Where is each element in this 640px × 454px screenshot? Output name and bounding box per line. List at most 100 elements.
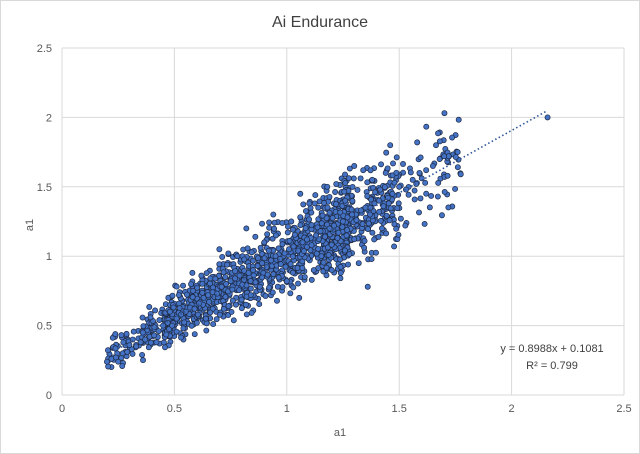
data-point [203,270,210,277]
data-point [247,278,254,284]
data-point [300,248,307,254]
data-point [395,231,402,238]
data-point [313,232,319,239]
data-point [315,204,322,211]
data-point [393,169,400,176]
data-point [270,271,277,278]
data-point [371,200,378,207]
data-point [191,331,198,338]
data-point [306,200,313,207]
data-point [320,259,327,266]
data-point [457,171,464,178]
data-point [322,233,328,240]
data-point [395,200,402,207]
y-axis-ticks: 0 0.5 1 1.5 2 2.5 [37,43,52,402]
data-point [441,153,448,160]
data-point [302,225,309,232]
data-point [299,265,306,271]
data-point [306,216,313,223]
data-point [308,242,315,249]
data-point [151,332,158,339]
data-point [206,299,213,305]
data-point [323,215,330,222]
data-point [286,237,293,244]
data-point [376,197,382,204]
data-point [436,138,443,145]
data-point [270,211,277,218]
data-point [232,275,239,282]
data-point [337,275,344,282]
data-point [272,232,279,239]
data-point [217,311,223,318]
data-point [281,250,288,257]
data-point [544,114,551,121]
data-point [334,235,341,241]
data-point [310,267,317,274]
data-point [274,297,280,304]
data-point [188,322,195,329]
data-point [349,211,355,218]
data-point [219,253,226,260]
data-point [228,308,235,315]
data-point [329,215,336,222]
data-point [173,283,180,290]
data-point [335,229,342,236]
data-point [429,163,436,169]
data-point [452,186,459,192]
data-point [271,219,278,226]
data-point [397,215,404,222]
data-point [210,321,217,328]
data-point [244,245,251,252]
data-point [259,220,265,227]
data-point [348,206,355,213]
data-point [391,179,398,186]
data-point [337,256,344,263]
data-point [232,301,239,308]
data-point [243,311,250,318]
data-point [104,358,110,365]
data-point [214,290,221,297]
data-point [266,219,273,226]
data-point [220,269,227,276]
data-point [173,315,180,322]
data-point [220,305,227,312]
data-point [295,280,301,287]
data-point [400,161,406,167]
data-point [449,134,456,141]
data-point [194,311,201,318]
data-point [387,142,394,149]
data-point [375,233,382,240]
data-point [205,292,212,299]
data-point [248,309,255,316]
data-point [302,208,309,215]
data-point [342,171,348,178]
data-point [361,244,368,251]
data-point [332,189,339,195]
data-point [301,274,308,280]
data-point [441,110,448,117]
data-point [289,269,296,276]
data-point [289,226,296,233]
data-point [342,179,349,186]
data-point [304,236,310,243]
data-point [243,282,250,289]
data-point [269,289,276,296]
data-point [333,181,340,187]
data-point [288,218,295,225]
data-point [266,284,273,291]
data-point [328,241,335,248]
y-tick-label: 1 [46,251,52,263]
data-point [350,175,357,182]
data-point [321,199,327,206]
data-point [344,227,350,233]
data-point [312,192,319,199]
data-point [129,350,136,357]
data-point [405,191,412,198]
data-point [360,167,367,174]
data-point [367,167,374,174]
trendline-equation: y = 0.8988x + 0.1081 [500,343,603,355]
data-point [355,260,362,267]
data-point [256,301,263,308]
data-point [454,164,461,171]
data-point [266,224,273,231]
